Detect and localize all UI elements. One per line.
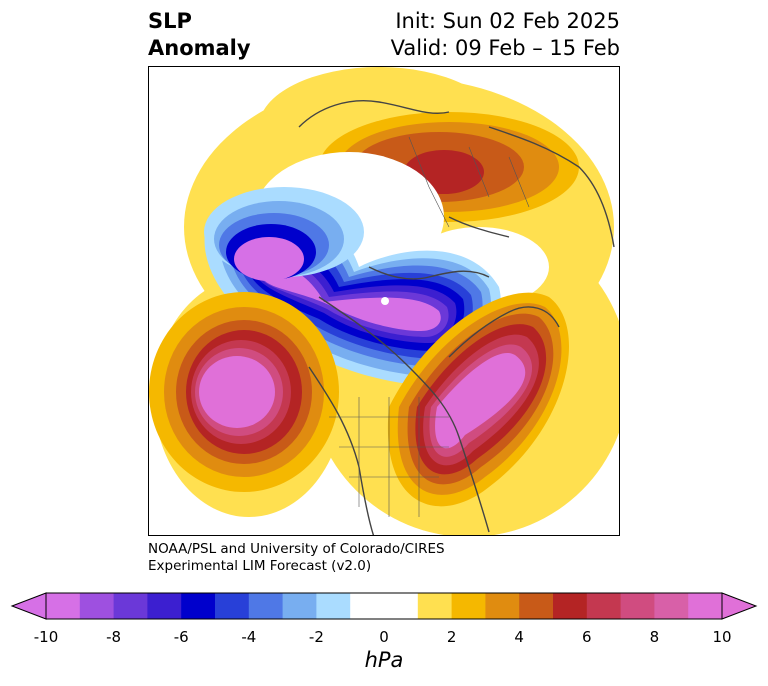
title-left: SLP Anomaly: [148, 8, 251, 62]
colorbar-tick-label: 6: [582, 628, 592, 646]
colorbar-cell: [586, 593, 622, 619]
colorbar-cell: [451, 593, 486, 619]
colorbar-cell: [350, 593, 385, 619]
colorbar-extend-max: [721, 592, 758, 620]
colorbar-cells: [46, 593, 723, 619]
colorbar-cell: [248, 593, 284, 619]
credit-text: NOAA/PSL and University of Colorado/CIRE…: [148, 541, 445, 575]
colorbar-tick-label: 10: [712, 628, 732, 646]
colorbar-cell: [519, 593, 554, 619]
credit-line-1: NOAA/PSL and University of Colorado/CIRE…: [148, 541, 445, 557]
colorbar-cell: [79, 593, 115, 619]
colorbar-tick-label: -2: [308, 628, 324, 646]
alaska-negative-lobe: [204, 187, 364, 281]
colorbar-cell: [654, 593, 689, 619]
pacific-positive-anomaly: [149, 292, 339, 492]
anomaly-map: [149, 67, 619, 535]
colorbar-tick-label: -4: [241, 628, 257, 646]
colorbar-cell: [215, 593, 250, 619]
colorbar-cell: [384, 593, 419, 619]
init-date: Init: Sun 02 Feb 2025: [395, 9, 620, 33]
colorbar: [10, 592, 758, 620]
colorbar-tick-label: -8: [106, 628, 122, 646]
colorbar-tick-label: 8: [649, 628, 660, 646]
colorbar-units: hPa: [364, 648, 404, 672]
colorbar-cell: [688, 593, 723, 619]
title-right: Init: Sun 02 Feb 2025 Valid: 09 Feb – 15…: [391, 8, 620, 62]
borders: [329, 136, 530, 517]
title-variable: SLP: [148, 9, 192, 33]
colorbar-cell: [181, 593, 216, 619]
colorbar-cell: [316, 593, 351, 619]
colorbar-tick-label: 2: [446, 628, 457, 646]
colorbar-cell: [620, 593, 655, 619]
colorbar-cell: [417, 593, 453, 619]
colorbar-cell: [113, 593, 148, 619]
credit-line-2: Experimental LIM Forecast (v2.0): [148, 558, 372, 574]
colorbar-cell: [485, 593, 520, 619]
colorbar-cell: [282, 593, 317, 619]
colorbar-extend-min: [10, 592, 47, 620]
colorbar-tick-label: -6: [173, 628, 189, 646]
map-panel: [148, 66, 620, 536]
colorbar-cell: [46, 593, 81, 619]
colorbar-tick-label: 4: [514, 628, 524, 646]
colorbar-cell: [553, 593, 588, 619]
pole-marker: [381, 297, 389, 305]
title-type: Anomaly: [148, 36, 251, 60]
colorbar-outline: [45, 592, 723, 620]
colorbar-cell: [147, 593, 182, 619]
valid-range: Valid: 09 Feb – 15 Feb: [390, 36, 620, 60]
colorbar-tick-label: 0: [379, 628, 389, 646]
colorbar-tick-label: -10: [33, 628, 59, 646]
